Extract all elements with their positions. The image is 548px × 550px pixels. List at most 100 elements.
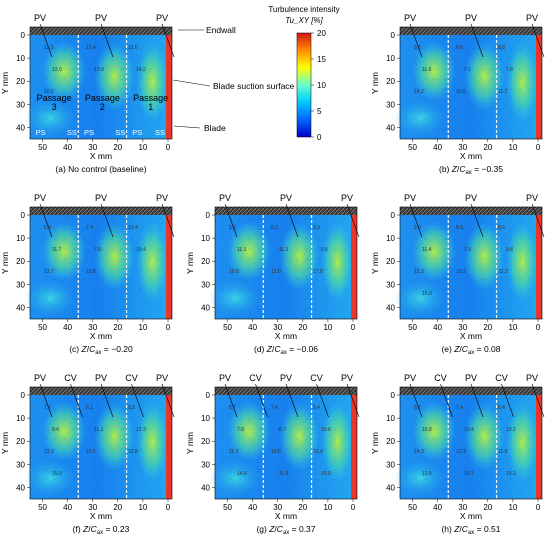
- panel-caption: (g) Z/Cax = 0.37: [256, 524, 315, 536]
- y-tick-label: 30: [16, 100, 25, 109]
- tu-value-label: 12.7: [44, 269, 54, 275]
- tu-value-label: 16.0: [422, 291, 432, 297]
- edge-label: PS: [132, 128, 142, 137]
- tu-value-label: 12.2: [498, 269, 508, 275]
- tu-value-label: 8.4: [52, 427, 59, 433]
- y-tick-label: 20: [386, 257, 395, 266]
- x-tick-label: 0: [166, 503, 171, 512]
- tu-value-label: 8.6: [498, 225, 505, 231]
- intensity-region: [506, 41, 539, 122]
- colorbar-gradient: [296, 32, 312, 138]
- intensity-region: [227, 221, 271, 282]
- blade-strip: [536, 395, 542, 499]
- vortex-label: PV: [95, 373, 107, 383]
- tu-value-label: 6.1: [86, 405, 93, 411]
- vortex-label: PV: [526, 193, 538, 203]
- tu-value-label: 6.3: [456, 225, 463, 231]
- y-tick-label: 40: [386, 123, 395, 132]
- tu-value-label: 11.7: [498, 89, 508, 95]
- y-tick-label: 0: [391, 31, 396, 40]
- x-tick-label: 20: [113, 503, 122, 512]
- y-tick-label: 40: [16, 303, 25, 312]
- tu-value-label: 13.4: [313, 449, 323, 455]
- x-tick-label: 30: [88, 503, 97, 512]
- y-tick-label: 30: [16, 460, 25, 469]
- tu-value-label: 14.2: [136, 67, 146, 73]
- vortex-label: PV: [526, 373, 538, 383]
- intensity-region: [227, 401, 271, 462]
- y-tick-label: 10: [201, 234, 210, 243]
- tu-value-label: 6.7: [229, 405, 236, 411]
- tu-value-label: 14.2: [414, 89, 424, 95]
- vortex-label: PV: [465, 13, 477, 23]
- tu-value-label: 9.3: [313, 225, 320, 231]
- intensity-region: [506, 401, 539, 482]
- vortex-label: PV: [341, 193, 353, 203]
- panel-caption: (d) Z/Cax = −0.06: [254, 344, 318, 356]
- vortex-label: CV: [310, 373, 323, 383]
- blade-strip: [166, 215, 172, 319]
- tu-value-label: 12.3: [456, 449, 466, 455]
- colorbar-tick-label: 5: [317, 107, 322, 116]
- vortex-label: PV: [156, 13, 168, 23]
- vortex-label: CV: [125, 373, 138, 383]
- tu-value-label: 10.6: [456, 89, 466, 95]
- x-tick-label: 30: [458, 503, 467, 512]
- x-tick-label: 20: [113, 143, 122, 152]
- tu-value-label: 11.1: [237, 247, 247, 253]
- y-axis-label: Y mm: [370, 72, 380, 94]
- tu-value-label: 7.4: [86, 225, 93, 231]
- x-tick-label: 50: [223, 323, 232, 332]
- endwall-label: Endwall: [206, 25, 236, 35]
- intensity-region: [209, 460, 262, 497]
- x-tick-label: 40: [63, 323, 72, 332]
- y-tick-label: 20: [16, 257, 25, 266]
- vortex-label: PV: [34, 373, 46, 383]
- y-tick-label: 20: [16, 437, 25, 446]
- intensity-region: [24, 280, 77, 317]
- y-tick-label: 30: [201, 280, 210, 289]
- intensity-region: [42, 41, 86, 102]
- tu-value-label: 9.6: [321, 247, 328, 253]
- colorbar-title-line1: Turbulence intensity: [268, 5, 339, 14]
- tu-value-label: 8.8: [498, 45, 505, 51]
- x-tick-label: 40: [63, 503, 72, 512]
- y-tick-label: 20: [16, 77, 25, 86]
- x-tick-label: 50: [38, 323, 47, 332]
- tu-value-label: 10.8: [422, 427, 432, 433]
- x-tick-label: 20: [483, 503, 492, 512]
- blade-strip: [351, 215, 357, 319]
- x-axis-label: X mm: [275, 331, 297, 341]
- tu-value-label: 7.4: [271, 405, 278, 411]
- x-axis-label: X mm: [460, 151, 482, 161]
- intensity-region: [209, 280, 262, 317]
- tu-value-label: 8.4: [498, 405, 505, 411]
- tu-value-label: 10.0: [321, 471, 331, 477]
- endwall-hatch: [30, 207, 172, 215]
- tu-value-label: 13.6: [422, 471, 432, 477]
- vortex-label: PV: [404, 373, 416, 383]
- intensity-region: [412, 221, 456, 282]
- tu-value-label: 11.7: [52, 247, 62, 253]
- y-tick-label: 40: [16, 123, 25, 132]
- intensity-region: [506, 221, 539, 302]
- vortex-label: CV: [249, 373, 262, 383]
- x-tick-label: 10: [323, 503, 332, 512]
- tu-value-label: 12.4: [86, 45, 96, 51]
- tu-value-label: 8.7: [279, 427, 286, 433]
- x-tick-label: 10: [508, 503, 517, 512]
- panel-caption: (c) Z/Cax = −0.20: [69, 344, 133, 356]
- x-tick-label: 50: [408, 143, 417, 152]
- panel-f: 50 40 30 20 10 0 X mm 0 10 20 30 40 Y mm PV CV PV CV PV 7.…: [0, 373, 175, 536]
- tu-value-label: 12.3: [414, 269, 424, 275]
- x-tick-label: 20: [113, 323, 122, 332]
- x-tick-label: 30: [273, 323, 282, 332]
- vortex-label: CV: [495, 373, 508, 383]
- vortex-label: PV: [34, 13, 46, 23]
- x-tick-label: 30: [273, 503, 282, 512]
- tu-value-label: 12.8: [128, 449, 138, 455]
- blade-strip: [166, 395, 172, 499]
- x-tick-label: 30: [88, 143, 97, 152]
- intensity-region: [394, 460, 447, 497]
- x-tick-label: 0: [351, 503, 356, 512]
